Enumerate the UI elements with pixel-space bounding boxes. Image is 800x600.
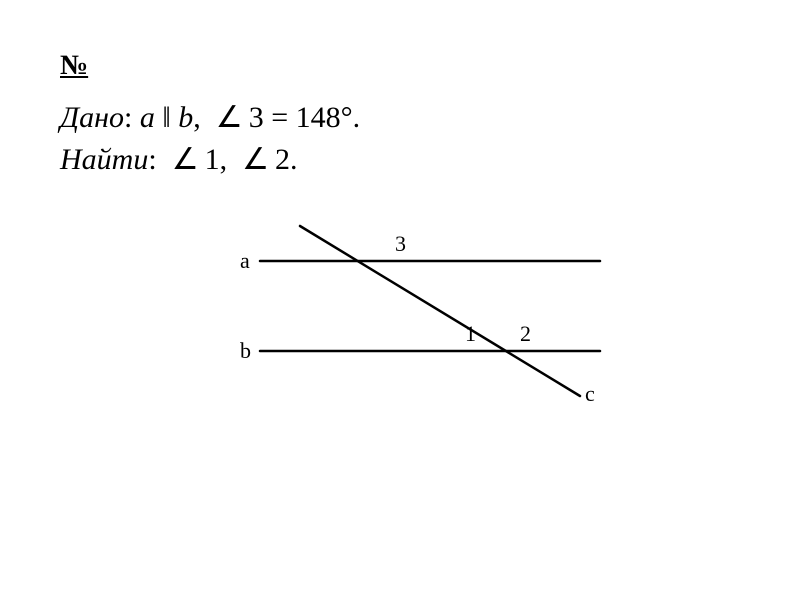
svg-text:b: b [240, 338, 251, 363]
geometry-diagram: a b c 3 1 2 [200, 211, 700, 411]
angle-3-value: 3 = 148°. [249, 101, 360, 134]
colon: : [124, 101, 132, 134]
find-colon: : [148, 143, 156, 176]
angle-symbol-1: ∠ [216, 101, 243, 134]
find-label: Найти [60, 143, 148, 176]
angle-1-text: 1, [205, 143, 228, 176]
var-b: b [178, 101, 193, 134]
given-label: Дано [60, 101, 124, 134]
svg-text:3: 3 [395, 231, 406, 256]
diagram-svg: a b c 3 1 2 [200, 211, 700, 411]
svg-text:c: c [585, 381, 595, 406]
angle-symbol-3: ∠ [242, 143, 269, 176]
svg-text:1: 1 [465, 321, 476, 346]
comma: , [193, 101, 201, 134]
var-a: a [140, 101, 155, 134]
problem-text: Дано: a ‖ b, ∠ 3 = 148°. Найти: ∠ 1, ∠ 2… [60, 97, 740, 181]
svg-text:2: 2 [520, 321, 531, 346]
parallel-symbol: ‖ [162, 101, 170, 134]
svg-text:a: a [240, 248, 250, 273]
angle-symbol-2: ∠ [172, 143, 199, 176]
angle-2-text: 2. [275, 143, 298, 176]
problem-number: № [60, 50, 740, 82]
